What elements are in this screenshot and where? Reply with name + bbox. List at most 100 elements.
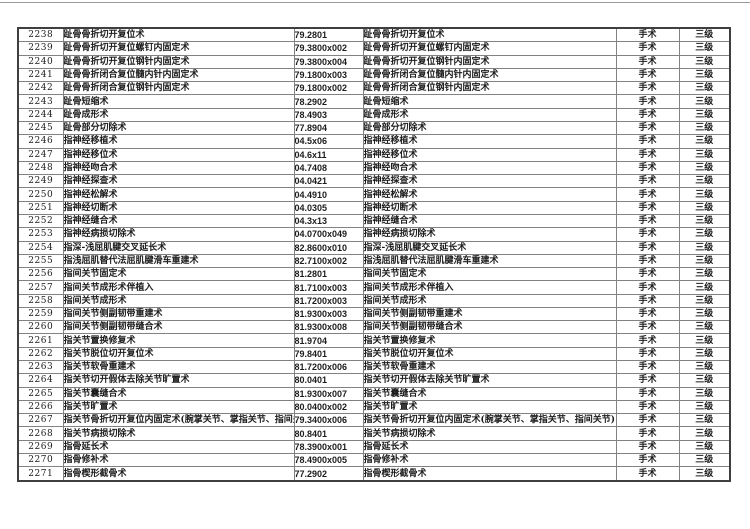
category-cell: 手术 xyxy=(615,227,680,242)
level-cell: 三级 xyxy=(678,453,731,468)
procedure-code-cell: 78.3900x001 xyxy=(293,439,364,455)
category-cell: 手术 xyxy=(615,360,680,375)
procedure-name-cell: 指关节置换修复术 xyxy=(62,333,295,348)
row-seq-cell: 2248 xyxy=(17,160,64,176)
category-cell: 手术 xyxy=(615,399,680,415)
procedure-name-repeat-cell: 指神经探查术 xyxy=(362,174,617,189)
category-cell: 手术 xyxy=(615,253,680,269)
level-cell: 三级 xyxy=(678,413,731,428)
table-row: 2256 指间关节固定术 81.2801 指间关节固定术 手术 三级 xyxy=(17,267,731,282)
procedure-code-cell: 80.0400x002 xyxy=(293,399,364,415)
procedure-name-cell: 指关节旷置术 xyxy=(62,399,295,415)
procedure-code-cell: 77.8904 xyxy=(293,120,364,136)
category-cell: 手术 xyxy=(615,240,680,255)
procedure-name-repeat-cell: 趾骨骨折闭合复位髓内针内固定术 xyxy=(362,67,617,83)
level-cell: 三级 xyxy=(678,41,731,56)
table-row: 2264 指关节切开假体去除关节旷置术 80.0401 指关节切开假体去除关节旷… xyxy=(17,373,731,388)
table-row: 2260 指间关节侧副韧带缝合术 81.9300x008 指间关节侧副韧带缝合术… xyxy=(17,320,731,335)
category-cell: 手术 xyxy=(615,413,680,428)
row-seq-cell: 2253 xyxy=(17,227,64,242)
procedure-name-repeat-cell: 指神经切断术 xyxy=(362,200,617,215)
category-cell: 手术 xyxy=(615,107,680,122)
table-row: 2255 指浅屈肌替代法屈肌腱滑车重建术 82.7100x002 指浅屈肌替代法… xyxy=(17,253,731,269)
procedure-name-cell: 指神经缝合术 xyxy=(62,213,295,229)
category-cell: 手术 xyxy=(615,54,680,69)
table-row: 2240 趾骨骨折切开复位钢针内固定术 79.3800x004 趾骨骨折切开复位… xyxy=(17,54,731,69)
procedure-name-repeat-cell: 指神经缝合术 xyxy=(362,213,617,229)
table-row: 2249 指神经探查术 04.0421 指神经探查术 手术 三级 xyxy=(17,174,731,189)
category-cell: 手术 xyxy=(615,439,680,455)
row-seq-cell: 2267 xyxy=(17,413,64,428)
row-seq-cell: 2250 xyxy=(17,187,64,202)
level-cell: 三级 xyxy=(678,160,731,176)
level-cell: 三级 xyxy=(678,466,731,482)
procedure-name-cell: 指关节软骨重建术 xyxy=(62,360,295,375)
level-cell: 三级 xyxy=(678,320,731,335)
procedure-name-cell: 趾骨短缩术 xyxy=(62,94,295,109)
procedure-code-cell: 04.6x11 xyxy=(293,147,364,162)
procedure-name-repeat-cell: 指骨楔形截骨术 xyxy=(362,466,617,482)
procedure-name-cell: 指间关节成形术 xyxy=(62,293,295,308)
category-cell: 手术 xyxy=(615,81,680,96)
category-cell: 手术 xyxy=(615,426,680,441)
row-seq-cell: 2260 xyxy=(17,320,64,335)
table-row: 2253 指神经病损切除术 04.0700x049 指神经病损切除术 手术 三级 xyxy=(17,227,731,242)
category-cell: 手术 xyxy=(615,346,680,362)
table-row: 2245 趾骨部分切除术 77.8904 趾骨部分切除术 手术 三级 xyxy=(17,120,731,136)
procedure-code-cell: 79.3800x004 xyxy=(293,54,364,69)
category-cell: 手术 xyxy=(615,213,680,229)
row-seq-cell: 2259 xyxy=(17,306,64,322)
level-cell: 三级 xyxy=(678,240,731,255)
procedure-code-cell: 77.2902 xyxy=(293,466,364,482)
procedure-code-cell: 81.7200x006 xyxy=(293,360,364,375)
table-row: 2248 指神经吻合术 04.7408 指神经吻合术 手术 三级 xyxy=(17,160,731,176)
table-row: 2250 指神经松解术 04.4910 指神经松解术 手术 三级 xyxy=(17,187,731,202)
procedure-name-cell: 趾骨骨折切开复位螺钉内固定术 xyxy=(62,41,295,56)
table-row: 2247 指神经移位术 04.6x11 指神经移位术 手术 三级 xyxy=(17,147,731,162)
category-cell: 手术 xyxy=(615,67,680,83)
procedure-name-repeat-cell: 指神经病损切除术 xyxy=(362,227,617,242)
procedure-code-cell: 82.8600x010 xyxy=(293,240,364,255)
procedure-name-repeat-cell: 指骨延长术 xyxy=(362,439,617,455)
procedure-name-cell: 指骨延长术 xyxy=(62,439,295,455)
level-cell: 三级 xyxy=(678,306,731,322)
procedure-code-cell: 78.4903 xyxy=(293,107,364,122)
procedure-name-cell: 指浅屈肌替代法屈肌腱滑车重建术 xyxy=(62,253,295,269)
table-row: 2246 指神经移植术 04.5x06 指神经移植术 手术 三级 xyxy=(17,134,731,149)
level-cell: 三级 xyxy=(678,280,731,295)
procedure-name-repeat-cell: 趾骨骨折切开复位螺钉内固定术 xyxy=(362,41,617,56)
category-cell: 手术 xyxy=(615,187,680,202)
table-row: 2261 指关节置换修复术 81.9704 指关节置换修复术 手术 三级 xyxy=(17,333,731,348)
procedure-name-cell: 趾骨骨折闭合复位钢针内固定术 xyxy=(62,81,295,96)
procedure-name-cell: 指关节骨折切开复位内固定术(腕掌关节、掌指关节、指间关节) xyxy=(62,413,295,428)
table-row: 2263 指关节软骨重建术 81.7200x006 指关节软骨重建术 手术 三级 xyxy=(17,360,731,375)
procedure-name-repeat-cell: 趾骨短缩术 xyxy=(362,94,617,109)
procedure-code-cell: 79.2801 xyxy=(293,27,364,43)
row-seq-cell: 2254 xyxy=(17,240,64,255)
procedure-name-cell: 指神经松解术 xyxy=(62,187,295,202)
row-seq-cell: 2264 xyxy=(17,373,64,388)
procedure-code-cell: 04.4910 xyxy=(293,187,364,202)
procedure-name-cell: 指深-浅屈肌腱交叉延长术 xyxy=(62,240,295,255)
category-cell: 手术 xyxy=(615,373,680,388)
procedure-name-cell: 指关节囊缝合术 xyxy=(62,386,295,401)
row-seq-cell: 2268 xyxy=(17,426,64,441)
procedure-name-repeat-cell: 指间关节成形术 xyxy=(362,293,617,308)
level-cell: 三级 xyxy=(678,27,731,43)
level-cell: 三级 xyxy=(678,426,731,441)
table-row: 2268 指关节病损切除术 80.8401 指关节病损切除术 手术 三级 xyxy=(17,426,731,441)
procedure-name-cell: 趾骨成形术 xyxy=(62,107,295,122)
table-row: 2251 指神经切断术 04.0305 指神经切断术 手术 三级 xyxy=(17,200,731,215)
category-cell: 手术 xyxy=(615,147,680,162)
row-seq-cell: 2257 xyxy=(17,280,64,295)
level-cell: 三级 xyxy=(678,333,731,348)
procedure-name-repeat-cell: 趾骨骨折闭合复位钢针内固定术 xyxy=(362,81,617,96)
row-seq-cell: 2247 xyxy=(17,147,64,162)
procedure-name-repeat-cell: 指关节囊缝合术 xyxy=(362,386,617,401)
table-row: 2257 指间关节成形术伴植入 81.7100x003 指间关节成形术伴植入 手… xyxy=(17,280,731,295)
level-cell: 三级 xyxy=(678,439,731,455)
procedure-code-cell: 04.0305 xyxy=(293,200,364,215)
level-cell: 三级 xyxy=(678,134,731,149)
table-row: 2267 指关节骨折切开复位内固定术(腕掌关节、掌指关节、指间关节) 79.34… xyxy=(17,413,731,428)
